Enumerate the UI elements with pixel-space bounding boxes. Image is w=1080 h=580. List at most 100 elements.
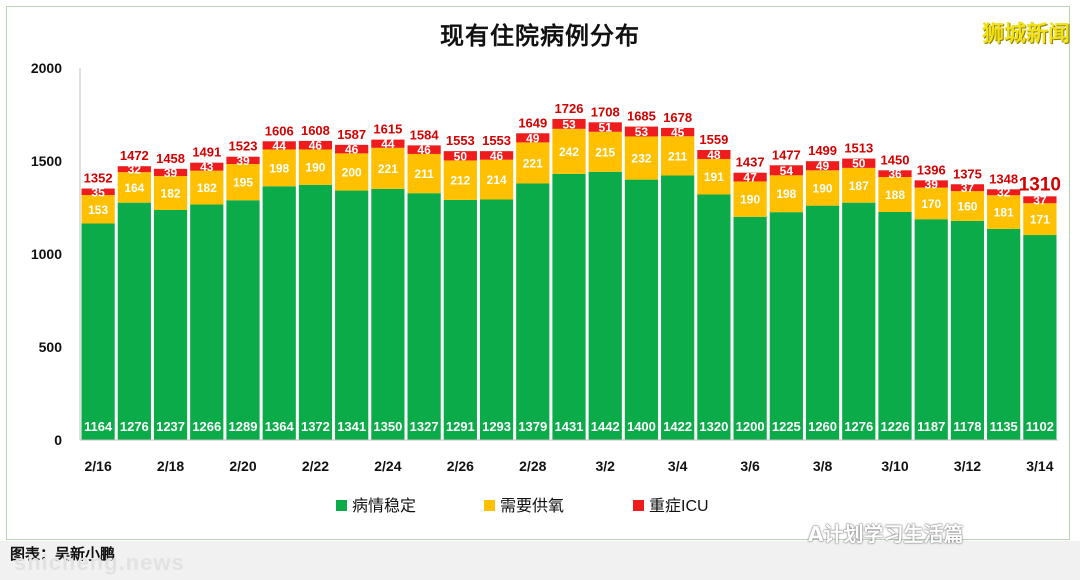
legend-swatch bbox=[336, 500, 347, 511]
x-tick-label: 2/16 bbox=[84, 458, 111, 474]
data-label-stable: 1400 bbox=[627, 419, 656, 434]
bar-icu bbox=[117, 166, 151, 173]
bar-icu bbox=[769, 165, 803, 176]
bar-icu bbox=[226, 156, 260, 164]
data-label-total: 1608 bbox=[301, 123, 330, 138]
data-label-total: 1587 bbox=[337, 127, 366, 142]
data-label-stable: 1102 bbox=[1026, 419, 1054, 434]
bar-icu bbox=[262, 141, 296, 150]
data-label-oxygen: 198 bbox=[269, 161, 289, 175]
data-label-total: 1491 bbox=[192, 145, 221, 160]
bar-stable bbox=[516, 183, 550, 441]
bar-oxygen bbox=[878, 176, 912, 212]
x-tick-label: 2/20 bbox=[229, 458, 256, 474]
bar-oxygen bbox=[697, 158, 731, 195]
data-label-total: 1348 bbox=[989, 171, 1018, 186]
data-label-stable: 1289 bbox=[229, 419, 258, 434]
bar-oxygen bbox=[335, 153, 369, 191]
data-label-icu: 44 bbox=[273, 139, 287, 153]
bar-stable bbox=[117, 202, 151, 440]
data-label-stable: 1237 bbox=[156, 419, 185, 434]
bottom-strip bbox=[0, 541, 1080, 580]
y-tick-label: 0 bbox=[54, 432, 62, 448]
data-label-total: 1499 bbox=[808, 143, 837, 158]
bar-stable bbox=[697, 194, 731, 440]
data-label-stable: 1372 bbox=[301, 419, 330, 434]
data-label-icu: 46 bbox=[345, 143, 359, 157]
bar-icu bbox=[552, 118, 586, 129]
bar-stable bbox=[479, 199, 514, 440]
data-label-stable: 1225 bbox=[772, 419, 801, 434]
bar-icu bbox=[950, 184, 985, 192]
data-label-icu: 46 bbox=[417, 143, 431, 157]
bar-oxygen bbox=[1023, 203, 1057, 236]
data-label-icu: 49 bbox=[816, 159, 830, 173]
data-label-icu: 50 bbox=[454, 149, 468, 163]
data-label-stable: 1422 bbox=[663, 419, 692, 434]
bar-icu bbox=[335, 144, 369, 154]
bar-stable bbox=[190, 204, 224, 440]
data-label-stable: 1200 bbox=[736, 419, 765, 434]
bar-stable bbox=[624, 179, 659, 440]
bar-icu bbox=[697, 150, 731, 159]
data-label-total: 1437 bbox=[736, 155, 765, 170]
brand-logo-text: 狮城新闻 bbox=[981, 22, 1070, 47]
data-label-oxygen: 214 bbox=[487, 173, 507, 187]
data-label-oxygen: 153 bbox=[88, 203, 108, 217]
data-label-total: 1685 bbox=[627, 109, 656, 124]
data-label-icu: 35 bbox=[91, 185, 105, 199]
bar-oxygen bbox=[298, 149, 333, 185]
x-tick-label: 2/26 bbox=[447, 458, 474, 474]
site-watermark: shicheng.news bbox=[14, 550, 185, 575]
data-label-total: 1559 bbox=[699, 132, 728, 147]
data-label-stable: 1266 bbox=[192, 419, 221, 434]
bar-oxygen bbox=[81, 195, 115, 224]
bar-stable bbox=[661, 175, 695, 440]
data-label-oxygen: 182 bbox=[197, 181, 217, 195]
bar-oxygen bbox=[805, 170, 840, 206]
bar-icu bbox=[914, 180, 948, 188]
y-tick-label: 1000 bbox=[31, 246, 62, 262]
data-label-total: 1708 bbox=[591, 104, 620, 119]
y-tick-label: 2000 bbox=[31, 60, 62, 76]
data-label-stable: 1260 bbox=[808, 419, 837, 434]
data-label-oxygen: 232 bbox=[631, 152, 651, 166]
data-label-icu: 45 bbox=[671, 126, 685, 140]
bar-stable bbox=[914, 219, 948, 440]
data-label-stable: 1379 bbox=[518, 419, 547, 434]
bar-oxygen bbox=[153, 176, 188, 210]
data-label-oxygen: 211 bbox=[668, 149, 688, 163]
data-label-stable: 1442 bbox=[591, 419, 620, 434]
bar-icu bbox=[624, 126, 659, 137]
bar-icu bbox=[1023, 196, 1057, 204]
data-label-total: 1375 bbox=[953, 166, 982, 181]
x-tick-label: 3/6 bbox=[740, 458, 760, 474]
bar-stable bbox=[262, 186, 296, 440]
data-label-icu: 36 bbox=[888, 167, 902, 181]
bar-stable bbox=[805, 205, 840, 440]
bar-icu bbox=[153, 168, 188, 177]
data-label-icu: 48 bbox=[707, 148, 721, 162]
data-label-total: 1458 bbox=[156, 151, 185, 166]
bar-oxygen bbox=[987, 195, 1021, 229]
data-label-stable: 1293 bbox=[482, 419, 511, 434]
data-label-oxygen: 171 bbox=[1030, 213, 1050, 227]
data-label-total: 1649 bbox=[518, 115, 547, 130]
y-tick-label: 1500 bbox=[31, 153, 62, 169]
data-label-total: 1553 bbox=[482, 133, 511, 148]
bar-icu bbox=[987, 189, 1021, 196]
bar-icu bbox=[479, 151, 514, 160]
bar-oxygen bbox=[950, 191, 985, 221]
data-label-total: 1352 bbox=[84, 171, 113, 186]
data-label-oxygen: 170 bbox=[921, 197, 941, 211]
plot-area: 1164153351352127616432147212371823914581… bbox=[81, 101, 1061, 441]
data-label-icu: 46 bbox=[490, 149, 504, 163]
data-label-oxygen: 195 bbox=[233, 176, 253, 190]
bar-stable bbox=[226, 200, 260, 440]
bar-icu bbox=[805, 161, 840, 171]
data-label-total: 1584 bbox=[410, 127, 440, 142]
data-label-icu: 51 bbox=[599, 121, 613, 135]
data-label-total: 1396 bbox=[917, 162, 946, 177]
legend: 病情稳定 需要供氧 重症ICU bbox=[336, 497, 709, 515]
data-label-oxygen: 221 bbox=[523, 156, 543, 170]
